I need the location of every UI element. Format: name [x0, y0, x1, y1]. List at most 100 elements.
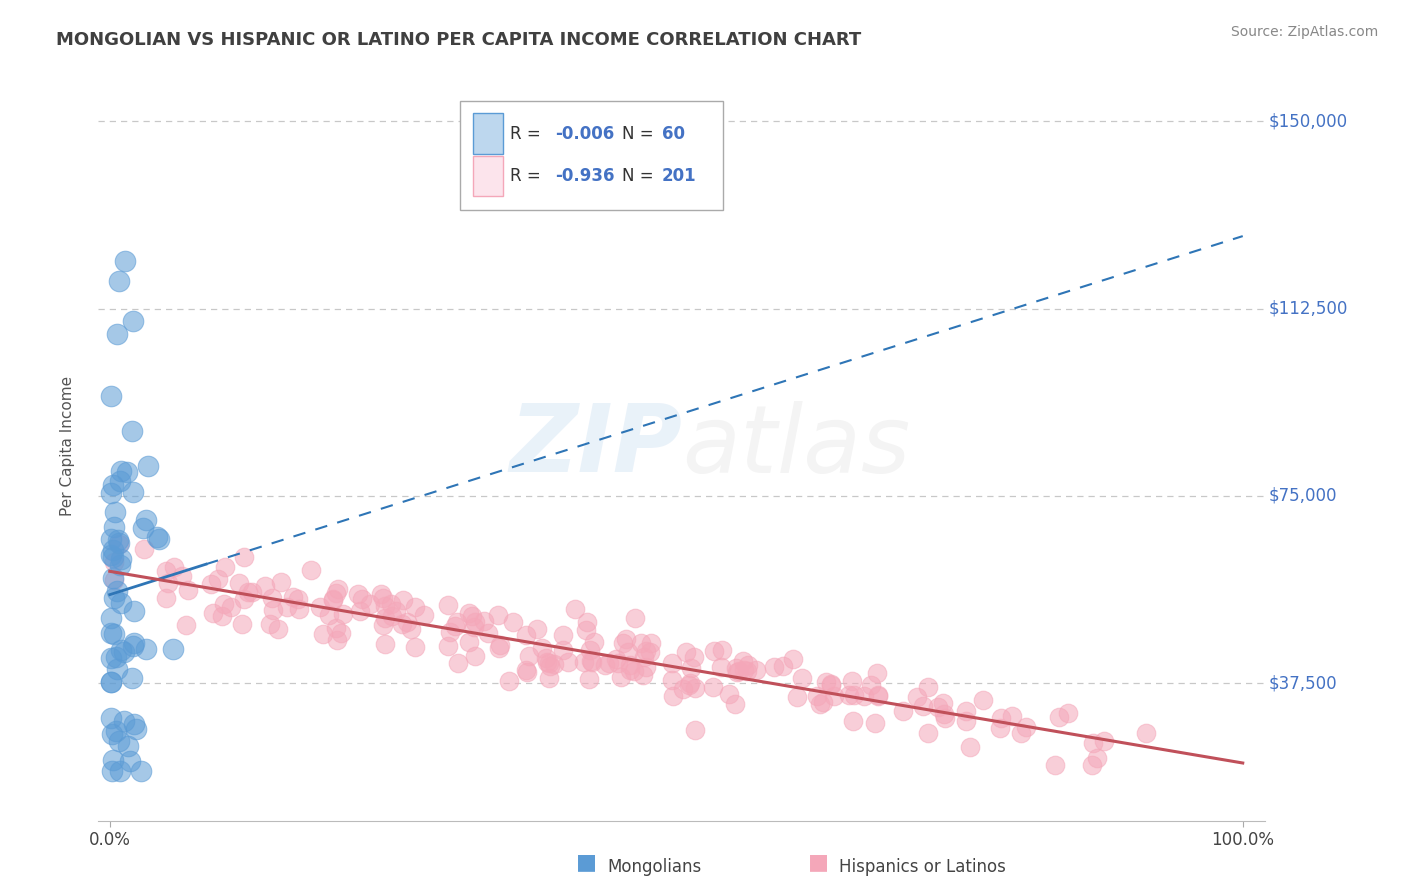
- Point: [530, 641, 553, 656]
- Point: [578, 643, 600, 657]
- Point: [253, 579, 276, 593]
- Point: [162, 560, 184, 574]
- Point: [486, 607, 509, 622]
- Point: [395, 615, 418, 629]
- Point: [806, 689, 828, 703]
- Point: [536, 655, 558, 669]
- Point: [374, 599, 396, 613]
- Point: [683, 681, 706, 695]
- Point: [108, 558, 131, 572]
- Point: [634, 660, 657, 674]
- Point: [100, 674, 122, 689]
- Text: ■: ■: [808, 853, 830, 872]
- Point: [101, 727, 124, 741]
- Point: [262, 602, 284, 616]
- Point: [457, 635, 479, 649]
- Point: [891, 704, 914, 718]
- Point: [661, 673, 683, 687]
- Point: [538, 671, 561, 685]
- FancyBboxPatch shape: [460, 102, 723, 210]
- Point: [640, 645, 662, 659]
- Point: [841, 673, 863, 688]
- Point: [373, 617, 395, 632]
- Point: [121, 639, 143, 653]
- Point: [731, 654, 754, 668]
- Point: [619, 664, 641, 678]
- Text: MONGOLIAN VS HISPANIC OR LATINO PER CAPITA INCOME CORRELATION CHART: MONGOLIAN VS HISPANIC OR LATINO PER CAPI…: [56, 31, 862, 49]
- Text: Hispanics or Latinos: Hispanics or Latinos: [839, 858, 1007, 876]
- Point: [122, 314, 145, 328]
- Point: [145, 530, 167, 544]
- Point: [155, 565, 177, 579]
- Text: $112,500: $112,500: [1268, 300, 1348, 318]
- Point: [679, 675, 702, 690]
- Point: [927, 699, 949, 714]
- Point: [905, 690, 928, 704]
- Point: [107, 533, 129, 547]
- Point: [100, 549, 122, 563]
- Point: [1085, 751, 1108, 765]
- Point: [564, 601, 586, 615]
- Point: [121, 485, 143, 500]
- Text: R =: R =: [510, 125, 547, 143]
- Point: [737, 658, 759, 673]
- Point: [124, 723, 146, 737]
- Point: [267, 622, 290, 636]
- Point: [108, 537, 131, 551]
- Point: [959, 739, 981, 754]
- Point: [105, 326, 128, 341]
- Point: [374, 637, 396, 651]
- Point: [683, 649, 706, 664]
- Text: atlas: atlas: [682, 401, 910, 491]
- Point: [842, 688, 865, 702]
- Point: [228, 575, 250, 590]
- Point: [135, 513, 157, 527]
- Point: [330, 625, 353, 640]
- Point: [103, 505, 125, 519]
- Point: [118, 754, 141, 768]
- Point: [155, 591, 177, 605]
- Point: [538, 658, 561, 673]
- Point: [515, 663, 537, 677]
- Point: [385, 604, 408, 618]
- Point: [786, 690, 808, 705]
- Point: [623, 664, 645, 678]
- Point: [232, 549, 254, 564]
- Point: [201, 606, 224, 620]
- Point: [259, 617, 281, 632]
- Point: [380, 597, 402, 611]
- Point: [661, 689, 683, 703]
- Point: [121, 424, 143, 438]
- Point: [404, 599, 426, 614]
- Text: N =: N =: [623, 168, 659, 186]
- Point: [391, 616, 413, 631]
- Point: [640, 635, 662, 649]
- Point: [866, 666, 889, 681]
- Point: [117, 739, 139, 753]
- Point: [675, 645, 697, 659]
- Point: [581, 655, 603, 669]
- Point: [260, 591, 283, 606]
- Point: [322, 591, 344, 606]
- Point: [612, 636, 634, 650]
- Point: [823, 689, 845, 703]
- Point: [537, 656, 560, 670]
- Point: [101, 571, 124, 585]
- Point: [782, 651, 804, 665]
- Point: [820, 678, 842, 692]
- Point: [607, 656, 630, 670]
- Text: N =: N =: [623, 125, 659, 143]
- Text: 60: 60: [662, 125, 685, 143]
- Point: [610, 670, 633, 684]
- Point: [633, 668, 655, 682]
- Point: [381, 608, 404, 623]
- Point: [240, 584, 263, 599]
- Point: [1081, 758, 1104, 772]
- Point: [733, 663, 755, 677]
- Point: [1092, 733, 1115, 747]
- Point: [866, 689, 889, 703]
- Point: [352, 591, 374, 606]
- Point: [124, 605, 146, 619]
- Point: [1043, 757, 1066, 772]
- Point: [581, 654, 603, 668]
